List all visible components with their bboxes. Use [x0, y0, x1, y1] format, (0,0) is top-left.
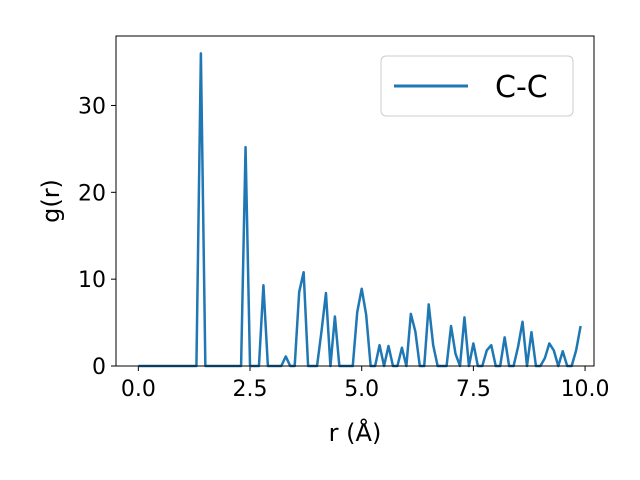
legend-label-c-c: C-C	[495, 70, 548, 105]
x-axis-label: r (Å)	[329, 418, 382, 447]
y-tick-label: 30	[78, 94, 106, 119]
x-tick-label: 2.5	[233, 377, 268, 402]
x-tick-label: 0.0	[121, 377, 156, 402]
axis-ticks: 0.0 2.5 5.0 7.5 10.0 0 10 20 30	[78, 94, 610, 402]
x-tick-label: 7.5	[456, 377, 491, 402]
plot-frame	[115, 35, 595, 367]
legend: C-C	[380, 55, 574, 117]
y-tick-label: 20	[78, 181, 106, 206]
y-tick-label: 0	[92, 355, 106, 380]
x-tick-label: 10.0	[561, 377, 610, 402]
legend-box	[380, 55, 574, 117]
x-tick-label: 5.0	[344, 377, 379, 402]
y-tick-label: 10	[78, 268, 106, 293]
y-axis-label: g(r)	[37, 179, 65, 223]
